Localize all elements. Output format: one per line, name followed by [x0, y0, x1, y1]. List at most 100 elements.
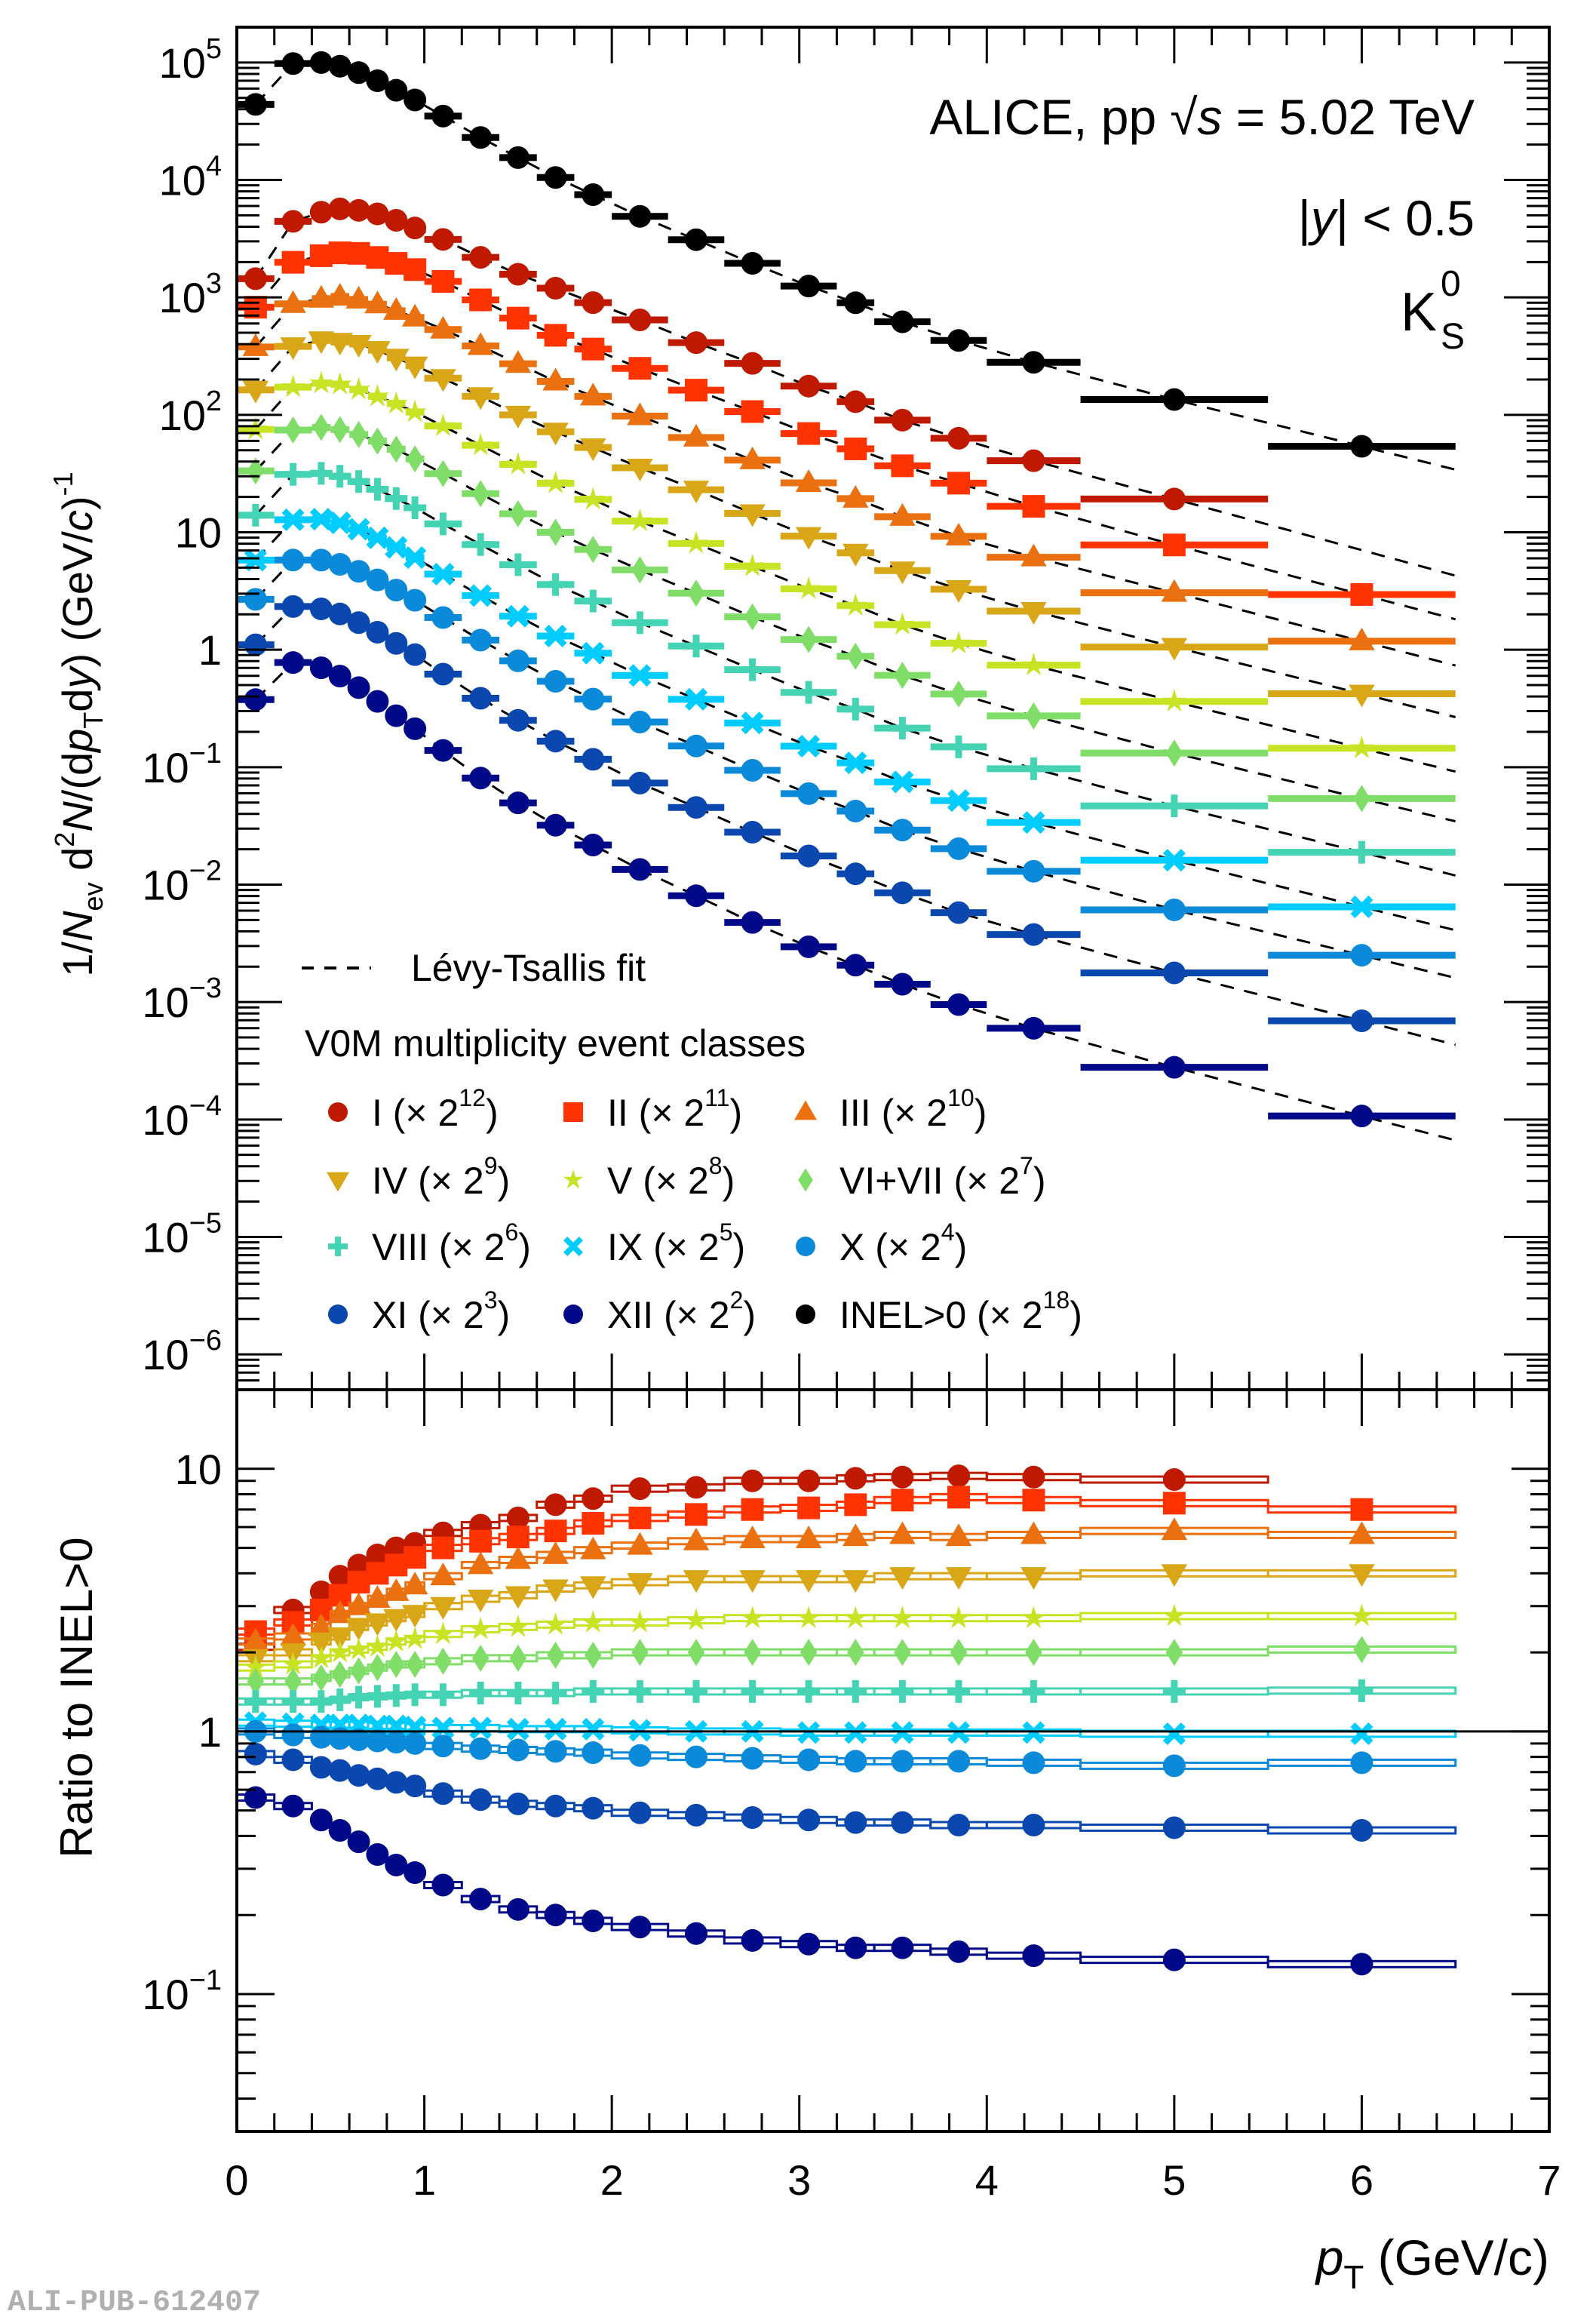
data-point	[847, 642, 864, 670]
data-point	[350, 420, 367, 448]
data-point	[383, 297, 410, 320]
ratio-point	[431, 1782, 455, 1805]
ratio-point	[628, 1916, 652, 1939]
legend-item: X (× 24)	[796, 1218, 967, 1268]
data-point	[1162, 487, 1186, 511]
ratio-point	[844, 1811, 867, 1834]
data-point	[844, 799, 867, 822]
data-point	[431, 512, 455, 536]
top-y-axis-title: 1/Nev d2N/(dpTdy) (GeV/c)-1	[48, 472, 109, 976]
data-point	[431, 606, 455, 629]
bottom-panel-frame	[235, 1388, 1551, 2133]
ratio-point	[685, 1503, 707, 1526]
ratio-point	[947, 1721, 970, 1744]
data-point	[467, 387, 494, 410]
ratio-point	[797, 1721, 821, 1744]
ratio-point	[1022, 1721, 1045, 1744]
data-point	[580, 383, 606, 406]
ratio-point	[469, 1788, 493, 1812]
ratio-point	[244, 1690, 267, 1713]
data-point	[327, 283, 353, 306]
legend-label: II (× 211)	[607, 1084, 742, 1134]
series-ix	[237, 508, 1456, 919]
data-point	[385, 78, 408, 102]
ratio-point	[506, 1526, 529, 1549]
fit-curve	[254, 518, 1456, 932]
ratio-point	[890, 1606, 915, 1629]
data-point	[281, 595, 305, 618]
ratio-point	[468, 1616, 493, 1639]
data-point	[891, 454, 914, 478]
ratio-point	[281, 1748, 305, 1772]
ratio-point	[1162, 1722, 1186, 1745]
x-tick-label: 0	[225, 2156, 248, 2204]
ratio-point	[847, 1639, 864, 1667]
ratio-point	[631, 1639, 649, 1667]
data-point	[1350, 944, 1373, 967]
ratio-point	[347, 1728, 370, 1751]
top-y-tick-label: 10	[175, 509, 222, 557]
data-point	[505, 405, 532, 429]
ratio-point	[1021, 1567, 1047, 1590]
data-point	[281, 210, 305, 233]
data-point	[1350, 1009, 1373, 1033]
legend-label: V (× 28)	[607, 1152, 735, 1202]
ratio-point	[327, 1600, 353, 1624]
data-point	[1022, 351, 1045, 374]
ratio-point	[582, 1909, 605, 1932]
data-point	[683, 423, 710, 447]
ratio-point	[467, 1590, 494, 1613]
legend-label: XI (× 23)	[372, 1286, 510, 1336]
data-point	[582, 337, 605, 361]
legend-item: IX (× 25)	[563, 1218, 745, 1268]
data-point	[506, 553, 529, 576]
data-point	[281, 508, 305, 531]
data-point	[890, 612, 915, 635]
watermark: ALI-PUB-612407	[8, 2286, 261, 2317]
data-point	[1162, 794, 1186, 818]
ratio-point	[1161, 1564, 1188, 1587]
data-point	[469, 533, 493, 556]
ratio-point	[506, 1717, 529, 1741]
ratio-point	[471, 1644, 490, 1672]
ratio-point	[744, 1639, 761, 1667]
ratio-point	[1161, 1517, 1188, 1541]
data-point	[582, 833, 605, 856]
ratio-point	[331, 1661, 348, 1689]
ratio-point	[1162, 1468, 1186, 1492]
ratio-point	[1165, 1639, 1183, 1667]
data-point	[796, 576, 821, 599]
data-point	[244, 93, 267, 116]
ratio-point	[346, 1636, 371, 1660]
legend-item: II (× 211)	[563, 1084, 742, 1134]
data-point	[506, 452, 530, 475]
data-point	[506, 708, 529, 732]
data-point	[328, 197, 351, 220]
ratio-point	[844, 1679, 867, 1703]
data-point	[366, 620, 389, 644]
data-point	[544, 324, 567, 347]
data-point	[894, 662, 911, 690]
data-point	[1161, 579, 1188, 602]
ratio-series-x	[235, 1719, 1457, 1778]
rapidity-label: |y| < 0.5	[1298, 190, 1475, 246]
data-point	[687, 579, 705, 607]
ratio-point	[628, 1719, 652, 1742]
ratio-point	[403, 1626, 427, 1649]
ratio-point	[401, 1605, 428, 1628]
data-point	[947, 993, 970, 1016]
data-point	[467, 332, 494, 355]
data-point	[385, 209, 408, 232]
data-point	[309, 201, 333, 224]
ratio-point	[685, 1679, 707, 1703]
data-point	[795, 527, 822, 550]
data-point	[364, 341, 391, 364]
fit-curve	[254, 605, 1456, 1046]
data-point	[347, 518, 370, 541]
data-point	[280, 290, 306, 313]
x-tick-label: 4	[975, 2156, 999, 2204]
ratio-series-iii	[235, 1517, 1457, 1651]
data-point	[1022, 449, 1045, 472]
ratio-point	[544, 1682, 567, 1705]
data-point	[627, 402, 653, 426]
